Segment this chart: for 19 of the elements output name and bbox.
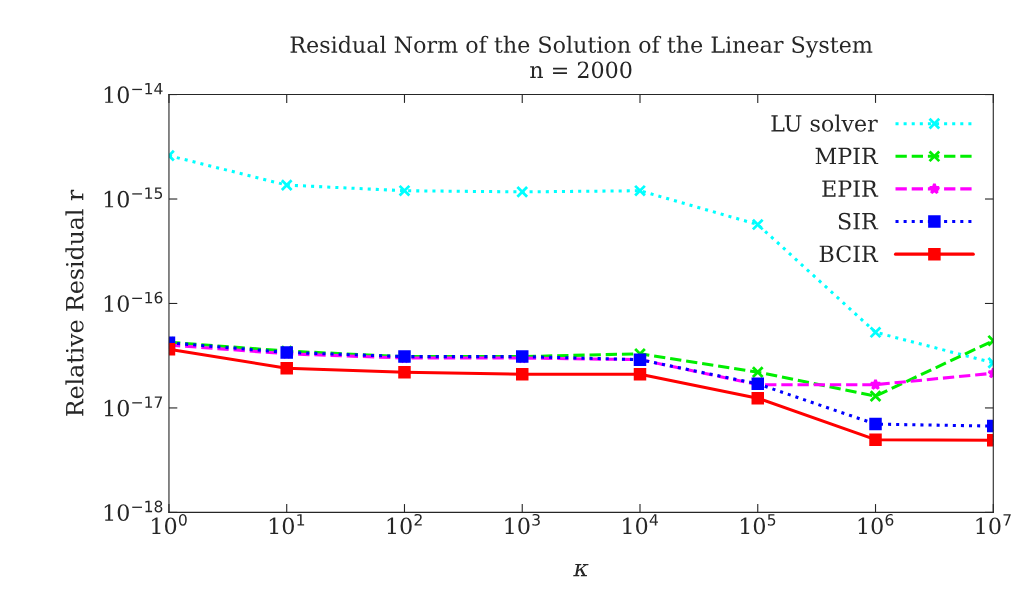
y-tick-label: 10$^{−17}$	[104, 396, 163, 417]
x-tick-label: 10$^{6}$	[858, 513, 894, 535]
y-tick-label: 10$^{−14}$	[104, 82, 163, 104]
chart-title: Residual Norm of the Solution of the Linear System n = 2000	[290, 35, 873, 79]
x-tick-label: 10$^{7}$	[976, 514, 1011, 535]
legend-label: LU solver	[771, 114, 878, 132]
legend-label: MPIR	[815, 147, 879, 165]
x-axis-title: κ	[573, 563, 589, 577]
y-tick-label: 10$^{−15}$	[104, 187, 163, 208]
x-tick-label: 10$^{5}$	[740, 514, 776, 535]
x-tick-label: 10$^{1}$	[269, 514, 305, 535]
x-tick-label: 10$^{4}$	[623, 514, 658, 535]
y-tick-label: 10$^{−16}$	[104, 291, 163, 313]
legend-label: SIR	[838, 212, 879, 230]
y-axis-title: Relative Residual r	[65, 189, 84, 416]
x-tick-label: 10$^{3}$	[505, 513, 540, 535]
legend-label: EPIR	[822, 180, 879, 197]
x-tick-label: 10$^{2}$	[387, 513, 422, 535]
legend-label: BCIR	[819, 245, 879, 263]
